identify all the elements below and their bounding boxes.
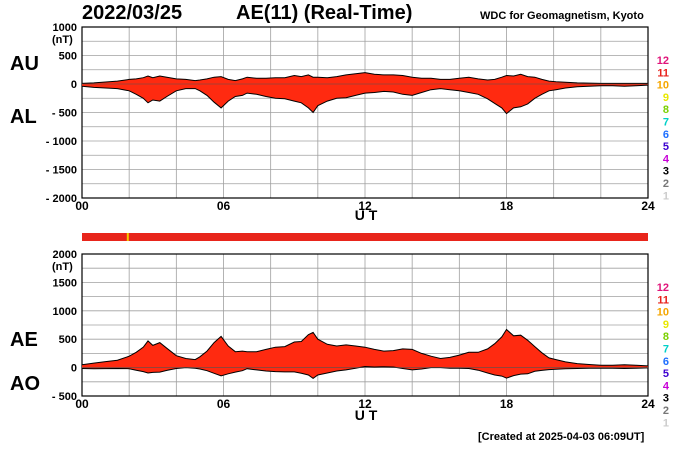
upper-x-axis-label: U T: [355, 207, 378, 223]
upper-x-tick-label: 12: [358, 199, 372, 213]
upper-y-tick-label: 0: [71, 79, 77, 91]
upper-unit-label: (nT): [52, 34, 73, 46]
station-count-label: 4: [663, 380, 670, 392]
station-count-label: 5: [663, 368, 669, 380]
lower-x-tick-label: 06: [217, 397, 231, 411]
upper-y-tick-labels: 1000 500 0 - 500 - 1000 - 1500 - 2000: [46, 22, 77, 205]
data-status-bar: [82, 233, 648, 241]
ao-series-line: [81, 365, 649, 380]
upper-x-tick-label: 00: [75, 199, 89, 213]
station-count-label: 10: [657, 80, 669, 92]
station-count-label: 7: [663, 344, 669, 356]
station-count-label: 11: [657, 67, 669, 79]
upper-y-tick-label: - 2000: [46, 193, 77, 205]
chart-date: 2022/03/25: [82, 2, 183, 24]
upper-x-tick-label: 24: [641, 199, 655, 213]
station-count-label: 12: [657, 282, 669, 294]
station-count-label: 12: [657, 55, 669, 67]
station-count-label: 3: [663, 166, 669, 178]
station-count-label: 9: [663, 319, 669, 331]
ae-ao-panel: 2000 1500 1000 500 0 - 500 00 06 12 18 24 (nT) U …: [10, 249, 655, 423]
station-count-label: 1: [663, 417, 669, 429]
created-timestamp: [Created at 2025-04-03 06:09UT]: [478, 431, 645, 443]
lower-unit-label: (nT): [52, 261, 73, 273]
station-count-label: 1: [663, 190, 669, 202]
lower-plot-frame: [81, 253, 649, 397]
upper-y-tick-label: - 1500: [46, 165, 77, 177]
au-series-line: [81, 72, 648, 84]
station-count-label: 4: [663, 153, 670, 165]
status-bar-marker: [126, 233, 129, 241]
lower-y-tick-label: - 500: [52, 391, 77, 403]
ae-series-label: AE: [10, 329, 38, 351]
lower-x-tick-label: 24: [641, 397, 655, 411]
lower-filled-area: [82, 329, 648, 379]
station-count-label: 6: [663, 129, 669, 141]
al-series-line: [81, 84, 649, 115]
lower-y-tick-label: 2000: [53, 249, 77, 261]
au-al-panel: 1000 500 0 - 500 - 1000 - 1500 - 2000 00 06 12 18…: [10, 22, 655, 223]
upper-x-tick-label: 18: [500, 199, 514, 213]
station-count-label: 7: [663, 117, 669, 129]
lower-x-tick-label: 18: [500, 397, 514, 411]
lower-x-tick-label: 00: [75, 397, 89, 411]
upper-y-tick-label: 500: [59, 51, 77, 63]
lower-x-tick-label: 12: [358, 397, 372, 411]
upper-x-tick-label: 06: [217, 199, 231, 213]
upper-x-tick-labels: 00 06 12 18 24: [75, 199, 655, 213]
ae-series-line: [81, 328, 649, 367]
lower-y-tick-label: 1000: [53, 306, 77, 318]
upper-y-tick-label: - 500: [52, 108, 77, 120]
upper-y-tick-label: 1000: [53, 22, 77, 34]
lower-x-tick-labels: 00 06 12 18 24: [75, 397, 655, 411]
station-count-label: 9: [663, 92, 669, 104]
station-count-label: 10: [657, 307, 669, 319]
organization-label: WDC for Geomagnetism, Kyoto: [480, 10, 644, 22]
lower-x-axis-label: U T: [355, 407, 378, 423]
lower-y-tick-label: 1500: [53, 277, 77, 289]
al-series-label: AL: [10, 106, 37, 128]
station-count-label: 3: [663, 393, 669, 405]
station-count-label: 8: [663, 104, 669, 116]
station-count-label: 2: [663, 405, 669, 417]
upper-y-tick-label: - 1000: [46, 136, 77, 148]
lower-y-tick-labels: 2000 1500 1000 500 0 - 500: [52, 249, 77, 403]
station-count-label: 6: [663, 356, 669, 368]
lower-grid: [81, 253, 649, 397]
lower-y-tick-label: 0: [71, 363, 77, 375]
station-count-label: 11: [657, 294, 669, 306]
station-count-label: 5: [663, 141, 669, 153]
ao-series-label: AO: [10, 373, 40, 395]
upper-grid: [81, 26, 649, 199]
upper-plot-frame: [81, 26, 649, 199]
chart-title: AE(11) (Real-Time): [236, 2, 413, 24]
au-series-label: AU: [10, 53, 39, 75]
station-count-label: 2: [663, 178, 669, 190]
station-count-label: 8: [663, 331, 669, 343]
lower-y-tick-label: 500: [59, 334, 77, 346]
